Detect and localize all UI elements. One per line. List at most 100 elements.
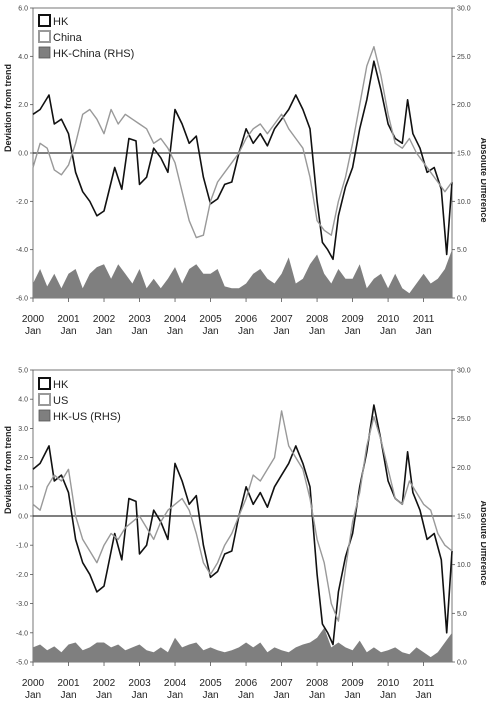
y-tick-label: 1.0 [18, 484, 28, 491]
x-tick-month: Jan [167, 690, 183, 700]
x-tick-month: Jan [60, 326, 76, 337]
legend-swatch [38, 377, 51, 390]
series-area-1 [33, 249, 452, 298]
series-line-2 [32, 410, 453, 622]
x-tick-year: 2006 [235, 678, 258, 689]
y2-tick-label: 20.0 [457, 102, 471, 109]
y2-axis-label: Absolute Difference [479, 137, 486, 222]
y-tick-label: -5.0 [16, 660, 28, 667]
x-tick-year: 2011 [413, 314, 435, 325]
y-tick-label: 2.0 [18, 455, 28, 462]
y-tick-label: -3.0 [16, 601, 28, 608]
x-tick-year: 2001 [57, 678, 80, 689]
x-tick-year: 2002 [93, 678, 116, 689]
x-tick-year: 2000 [22, 678, 45, 689]
y2-tick-label: 20.0 [457, 465, 471, 472]
legend-label: China [53, 32, 83, 44]
legend-swatch [38, 46, 51, 59]
legend-swatch [38, 14, 51, 27]
y2-tick-label: 5.0 [457, 247, 467, 254]
x-tick-month: Jan [202, 690, 218, 700]
y2-axis-label: Absolute Difference [479, 500, 486, 585]
x-tick-month: Jan [238, 326, 254, 337]
y-tick-label: -4.0 [16, 630, 28, 637]
y2-tick-label: 10.0 [457, 199, 471, 206]
x-tick-month: Jan [416, 326, 432, 337]
x-tick-year: 2002 [93, 314, 116, 325]
series-area-1 [33, 627, 452, 662]
x-tick-year: 2000 [22, 314, 45, 325]
y2-tick-label: 25.0 [457, 54, 471, 61]
x-tick-year: 2001 [57, 314, 80, 325]
y-tick-label: 6.0 [18, 6, 28, 13]
x-tick-month: Jan [273, 690, 289, 700]
chart-panel-1: 6.0 4.0 2.0 0.0 -2.0 -4.0 -6.0 30.0 25.0 20.0 15.0… [3, 6, 486, 338]
y2-tick-label: 30.0 [457, 368, 471, 375]
legend-label: HK-China (RHS) [53, 48, 134, 60]
series-line-1 [32, 404, 453, 646]
y-tick-label: -6.0 [16, 296, 28, 303]
x-tick-month: Jan [202, 326, 218, 337]
chart-panel-2: 5.0 4.0 3.0 2.0 1.0 0.0 -1.0 -2.0 -3.0 -4.0 -5.0 30… [3, 368, 486, 702]
y-tick-label: -1.0 [16, 543, 28, 550]
x-tick-year: 2005 [199, 314, 222, 325]
x-tick-month: Jan [131, 690, 147, 700]
y2-tick-label: 15.0 [457, 514, 471, 521]
y-tick-label: 2.0 [18, 102, 28, 109]
x-tick-month: Jan [416, 690, 432, 700]
y-tick-label: 0.0 [18, 514, 28, 521]
x-tick-year: 2004 [164, 314, 187, 325]
series-line-1 [32, 60, 453, 261]
x-tick-month: Jan [273, 326, 289, 337]
x-tick-year: 2008 [306, 678, 329, 689]
x-tick-year: 2011 [413, 678, 435, 689]
y-tick-label: 3.0 [18, 426, 28, 433]
x-tick-year: 2007 [270, 678, 293, 689]
legend-swatch [38, 409, 51, 422]
legend-label: HK [53, 16, 69, 28]
x-tick-month: Jan [345, 326, 361, 337]
y-tick-label: 4.0 [18, 54, 28, 61]
y-axis-label: Deviation from trend [3, 426, 13, 514]
legend-label: HK-US (RHS) [53, 411, 121, 423]
y-tick-label: -2.0 [16, 199, 28, 206]
x-tick-month: Jan [238, 690, 254, 700]
x-tick-month: Jan [167, 326, 183, 337]
x-tick-month: Jan [380, 690, 396, 700]
y2-tick-label: 15.0 [457, 151, 471, 158]
legend-swatch [38, 30, 51, 43]
x-tick-year: 2005 [199, 678, 222, 689]
x-tick-year: 2004 [164, 678, 187, 689]
series-line-2 [32, 46, 453, 239]
legend-label: US [53, 395, 68, 407]
y2-tick-label: 25.0 [457, 416, 471, 423]
x-tick-month: Jan [380, 326, 396, 337]
x-tick-month: Jan [25, 690, 41, 700]
x-tick-month: Jan [25, 326, 41, 337]
y2-tick-label: 0.0 [457, 660, 467, 667]
x-tick-year: 2008 [306, 314, 329, 325]
legend-swatch [38, 393, 51, 406]
y-axis-label: Deviation from trend [3, 64, 13, 152]
y-tick-label: -2.0 [16, 572, 28, 579]
y-tick-label: -4.0 [16, 247, 28, 254]
y2-tick-label: 0.0 [457, 296, 467, 303]
y2-tick-label: 30.0 [457, 6, 471, 13]
x-tick-year: 2007 [270, 314, 293, 325]
legend-label: HK [53, 379, 69, 391]
x-tick-year: 2009 [341, 314, 364, 325]
x-tick-year: 2003 [128, 678, 151, 689]
x-tick-month: Jan [96, 326, 112, 337]
x-tick-month: Jan [96, 690, 112, 700]
y-tick-label: 4.0 [18, 397, 28, 404]
y2-tick-label: 5.0 [457, 611, 467, 618]
x-tick-month: Jan [60, 690, 76, 700]
x-tick-month: Jan [309, 690, 325, 700]
y-tick-label: 5.0 [18, 368, 28, 375]
x-tick-year: 2010 [377, 678, 400, 689]
x-tick-year: 2006 [235, 314, 258, 325]
x-tick-month: Jan [131, 326, 147, 337]
x-tick-year: 2009 [341, 678, 364, 689]
y2-tick-label: 10.0 [457, 562, 471, 569]
